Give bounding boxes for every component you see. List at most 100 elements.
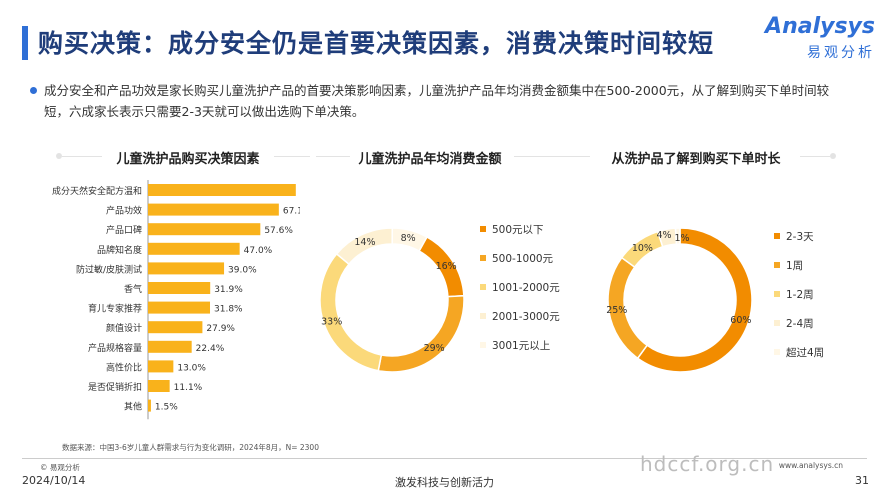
divider-line	[800, 156, 830, 157]
bar-category-label: 产品规格容量	[88, 342, 142, 354]
divider-dot	[56, 153, 62, 159]
donut-value-label: 25%	[606, 305, 627, 316]
donut-value-label: 8%	[401, 233, 416, 244]
legend-swatch	[480, 226, 486, 232]
bar-value-label: 1.5%	[155, 403, 178, 413]
bar-value-label: 31.8%	[214, 305, 243, 315]
donut-1-title: 儿童洗护品年均消费金额	[358, 152, 502, 167]
footer-divider	[22, 458, 867, 459]
donut-value-label: 1%	[674, 233, 689, 244]
legend-item: 500-1000元	[480, 251, 560, 280]
donut-slice	[377, 294, 465, 373]
decision-time-donut-chart: 60% 25% 10%4% 1%	[606, 227, 753, 373]
bar-category-label: 高性价比	[106, 361, 142, 373]
legend-item: 500元以下	[480, 222, 560, 251]
bar-category-label: 颜值设计	[106, 322, 142, 334]
bar-value-label: 31.9%	[214, 285, 243, 295]
bar	[148, 282, 211, 294]
divider-line	[274, 156, 310, 157]
bar	[148, 360, 174, 373]
watermark-text: hdccf.org.cn	[640, 452, 775, 476]
donut-value-label: 14%	[354, 237, 375, 248]
footer-date: 2024/10/14	[22, 474, 86, 487]
spending-donut-legend: 500元以下 500-1000元 1001-2000元 2001-3000元 3001元…	[480, 222, 560, 367]
divider-line	[316, 156, 350, 157]
page-number: 31	[855, 474, 869, 487]
bar-chart-title: 儿童洗护品购买决策因素	[116, 152, 260, 167]
legend-label: 1-2周	[786, 289, 814, 301]
bar	[148, 242, 240, 255]
legend-swatch	[480, 313, 486, 319]
donut-slice	[674, 227, 681, 245]
legend-item: 1-2周	[774, 287, 824, 316]
donut-2-title: 从洗护品了解到购买下单时长	[611, 152, 781, 167]
donut-value-label: 16%	[436, 261, 457, 272]
donut-value-label: 33%	[321, 316, 342, 327]
bar-category-label: 香气	[124, 283, 142, 295]
legend-swatch	[774, 233, 780, 239]
footer-slogan: 激发科技与创新活力	[395, 476, 494, 489]
bar-category-label: 品牌知名度	[97, 244, 142, 256]
bar-category-label: 是否促销折扣	[88, 381, 142, 393]
donut-value-label: 60%	[730, 315, 751, 326]
copyright-text: © 易观分析	[40, 463, 80, 472]
legend-item: 2001-3000元	[480, 309, 560, 338]
legend-item: 2-4周	[774, 316, 824, 345]
page-title: 购买决策：成分安全仍是首要决策因素，消费决策时间较短	[38, 29, 715, 58]
bar-category-label: 产品功效	[106, 205, 142, 217]
legend-label: 超过4周	[786, 347, 825, 359]
legend-swatch	[774, 349, 780, 355]
bar-category-label: 产品口碑	[106, 224, 142, 236]
divider-dot	[830, 153, 836, 159]
legend-item: 超过4周	[774, 345, 824, 374]
spending-donut-chart: 16% 29% 33% 14% 8%	[319, 227, 465, 373]
decision-time-donut-legend: 2-3天 1周 1-2周 2-4周超过4周	[774, 229, 824, 374]
donut-slice	[391, 227, 428, 253]
donut-slice	[319, 252, 383, 372]
summary-text: 成分安全和产品功效是家长购买儿童洗护产品的首要决策影响因素，儿童洗护产品年均消费…	[44, 83, 830, 119]
legend-label: 3001元以上	[492, 340, 551, 352]
analysys-logo: Analysys 易观分析	[765, 16, 875, 62]
legend-label: 500元以下	[492, 224, 544, 236]
legend-label: 2001-3000元	[492, 311, 560, 323]
bar-value-label: 57.6%	[264, 226, 293, 236]
bar	[148, 203, 279, 216]
legend-label: 500-1000元	[492, 253, 554, 265]
bar	[148, 184, 296, 196]
bar-value-label: 47.0%	[244, 246, 273, 256]
bar	[148, 340, 192, 353]
legend-swatch	[480, 255, 486, 261]
decision-factor-bar-chart: 成分天然安全配方温和75.8%产品功效67.1%产品口碑57.6%品牌知名度47…	[52, 180, 300, 420]
bar-category-label: 其他	[124, 401, 142, 413]
donut-value-label: 4%	[656, 230, 671, 241]
legend-item: 1周	[774, 258, 824, 287]
bar	[148, 321, 203, 334]
divider-line	[62, 156, 102, 157]
bar-value-label: 27.9%	[206, 324, 235, 334]
bar-category-label: 育儿专家推荐	[88, 303, 142, 315]
bar-value-label: 67.1%	[283, 207, 300, 217]
logo-text-cn: 易观分析	[807, 45, 875, 61]
data-source-note: 数据来源：中国3-6岁儿童人群需求与行为变化调研，2024年8月，N= 2300	[62, 443, 319, 452]
bar	[148, 262, 225, 275]
footer-url: www.analysys.cn	[778, 461, 843, 470]
legend-swatch	[774, 291, 780, 297]
legend-item: 3001元以上	[480, 338, 560, 367]
bar	[148, 399, 151, 412]
bar	[148, 223, 261, 236]
legend-item: 1001-2000元	[480, 280, 560, 309]
bar-category-label: 成分天然安全配方温和	[52, 185, 142, 197]
legend-swatch	[774, 320, 780, 326]
bar-value-label: 11.1%	[174, 383, 203, 393]
bar	[148, 380, 170, 392]
bar-value-label: 22.4%	[196, 344, 225, 354]
bar-category-label: 防过敏/皮肤测试	[76, 263, 142, 275]
summary-bullet-icon	[30, 87, 37, 94]
bar-value-label: 39.0%	[228, 265, 257, 275]
legend-label: 2-4周	[786, 318, 814, 330]
legend-label: 1周	[786, 260, 804, 272]
legend-label: 1001-2000元	[492, 282, 560, 294]
legend-label: 2-3天	[786, 231, 814, 243]
legend-swatch	[480, 284, 486, 290]
title-accent-bar	[22, 26, 28, 60]
